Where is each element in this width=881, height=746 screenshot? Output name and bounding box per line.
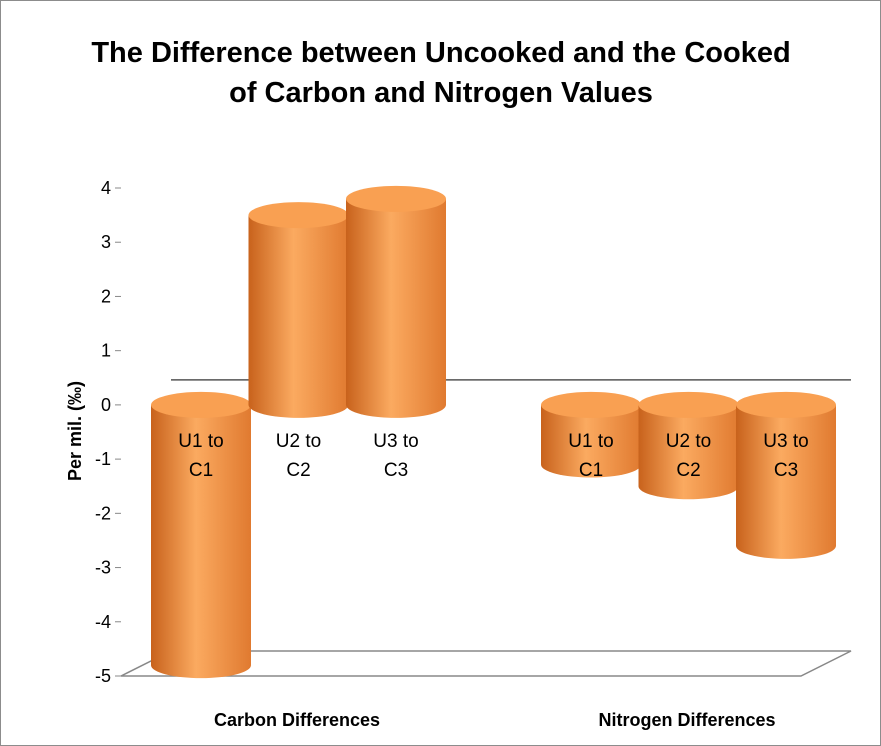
data-label: U1 to C1 — [178, 430, 224, 481]
data-label: U3 to C3 — [373, 430, 419, 481]
y-tick-label: -4 — [95, 612, 111, 632]
cylinder-bar — [248, 202, 349, 418]
cylinder-top — [541, 391, 641, 418]
y-tick-label: 4 — [101, 178, 111, 198]
cylinder-body — [346, 198, 446, 405]
y-tick-label: -1 — [95, 449, 111, 469]
cylinder-top — [346, 185, 446, 212]
y-tick-label: 0 — [101, 395, 111, 415]
cylinder-body — [151, 404, 251, 666]
cylinder-bar — [541, 391, 641, 478]
cylinder-body — [248, 215, 349, 405]
y-tick-label: 3 — [101, 232, 111, 252]
data-label: U3 to C3 — [763, 430, 809, 481]
x-category-label: Nitrogen Differences — [598, 710, 776, 730]
data-label: U2 to C2 — [275, 430, 322, 481]
cylinder-bar — [346, 185, 446, 418]
y-tick-label: -5 — [95, 666, 111, 686]
cylinder-top — [736, 391, 836, 418]
cylinder-body — [736, 404, 836, 546]
cylinder-top — [248, 202, 349, 229]
cylinder-bar — [151, 391, 251, 679]
y-tick-label: -3 — [95, 558, 111, 578]
data-label: U2 to C2 — [665, 430, 712, 481]
y-tick-label: 2 — [101, 286, 111, 306]
cylinder-bar — [638, 391, 739, 500]
y-axis-title: Per mil. (‰) — [65, 381, 85, 481]
cylinder-body — [638, 404, 739, 487]
cylinder-top — [638, 391, 739, 418]
chart-title: The Difference between Uncooked and the … — [91, 37, 791, 109]
x-category-label: Carbon Differences — [213, 710, 381, 730]
cylinder-bar — [736, 391, 836, 559]
y-tick-label: -2 — [95, 503, 111, 523]
y-tick-label: 1 — [101, 341, 111, 361]
data-label: U1 to C1 — [568, 430, 614, 481]
cylinder-top — [151, 391, 251, 418]
